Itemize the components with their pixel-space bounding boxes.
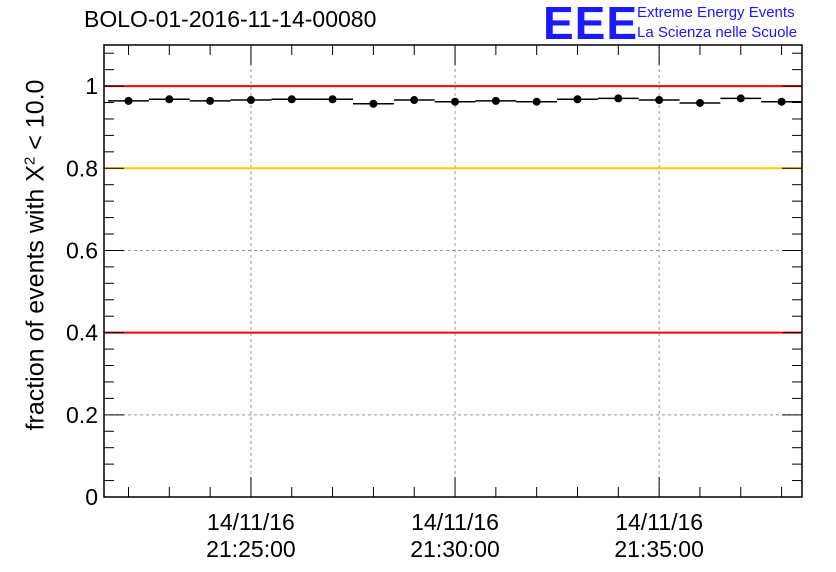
x-tick-label-time: 21:30:00 [410,536,500,562]
x-tick-label-date: 14/11/16 [615,509,703,535]
logo-text-line1: Extreme Energy Events [637,4,795,21]
y-tick-label: 0.6 [66,237,98,263]
data-point [695,98,704,107]
y-tick-label: 0.8 [66,155,98,181]
y-axis-label: fraction of events with X2 < 10.0 [21,79,50,431]
data-point [369,99,378,108]
data-point [451,97,460,106]
y-tick-label: 1 [85,73,98,99]
data-point [287,95,296,104]
data-point [124,96,133,105]
data-point [246,96,255,105]
data-point [736,94,745,103]
y-tick-label: 0.4 [66,320,98,346]
y-tick-label: 0.2 [66,402,98,428]
data-point [328,95,337,104]
logo-text-line2: La Scienza nelle Scuole [637,24,798,41]
data-point [573,95,582,104]
data-point [655,96,664,105]
x-tick-label-time: 21:25:00 [206,536,296,562]
x-tick-label-date: 14/11/16 [207,509,295,535]
chart-title: BOLO-01-2016-11-14-00080 [84,6,377,32]
x-tick-label-date: 14/11/16 [411,509,499,535]
x-tick-label-time: 21:35:00 [614,536,704,562]
data-point [491,96,500,105]
plot-frame [103,44,803,498]
data-point [614,94,623,103]
data-point [532,97,541,106]
data-point [410,96,419,105]
data-point [777,97,786,106]
data-point [165,95,174,104]
y-tick-label: 0 [85,484,98,510]
data-point [206,96,215,105]
eee-logo: EEE [543,0,639,49]
